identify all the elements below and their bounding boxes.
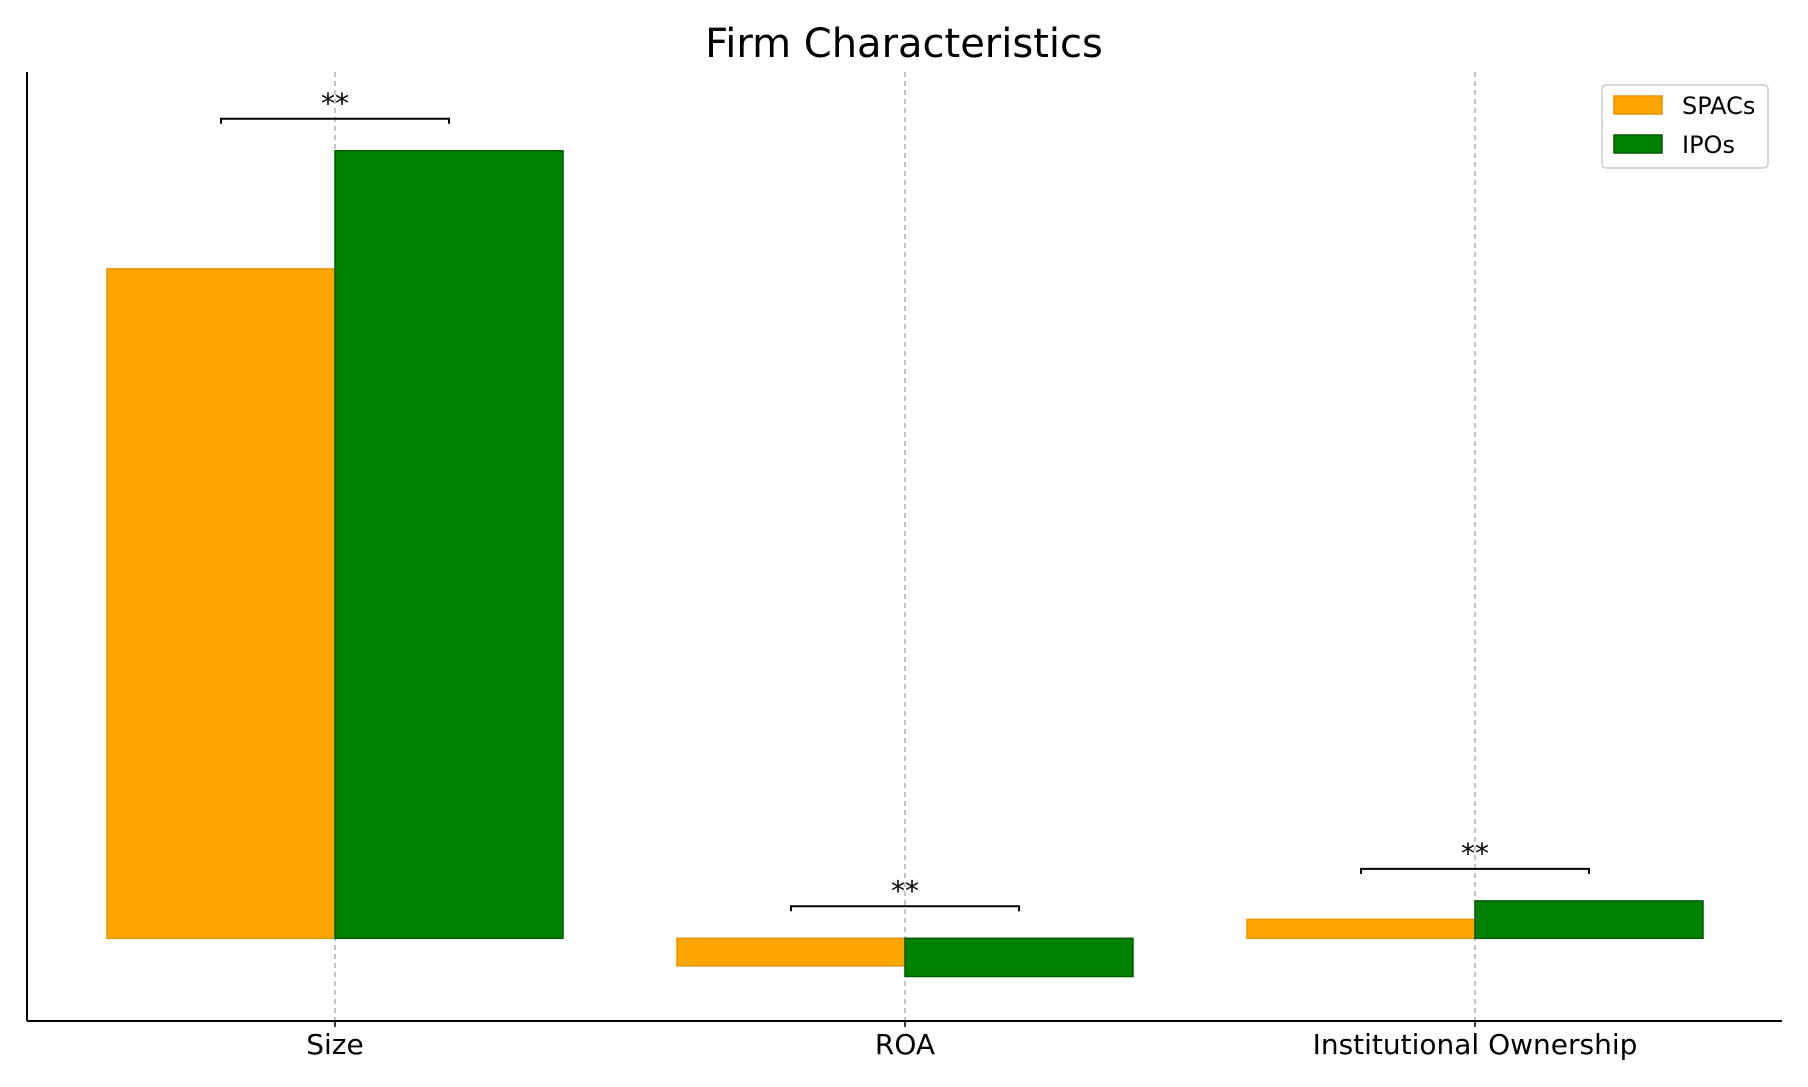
legend-swatch-spacs — [1613, 95, 1663, 115]
x-tick-labels: Size ROA Institutional Ownership — [306, 1021, 1637, 1061]
legend: SPACs IPOs — [1601, 84, 1769, 169]
significance-label-size: ** — [321, 87, 349, 120]
legend-swatch-ipos — [1613, 134, 1663, 154]
significance-bracket-roa — [790, 905, 1020, 912]
bars-group — [106, 150, 1704, 978]
significance-brackets: ** ** ** — [220, 87, 1590, 912]
x-tick-label-size: Size — [306, 1028, 363, 1061]
bar-spacs-roa — [676, 937, 906, 967]
significance-bracket-size — [220, 117, 450, 124]
bar-ipos-size — [334, 150, 564, 940]
significance-bracket-institutional-ownership — [1360, 867, 1590, 874]
significance-label-roa: ** — [891, 874, 919, 907]
bar-ipos-roa — [904, 937, 1134, 978]
bar-spacs-size — [106, 268, 336, 940]
chart-title: Firm Characteristics — [705, 21, 1103, 67]
bar-spacs-institutional-ownership — [1246, 918, 1476, 940]
x-tick-label-roa: ROA — [875, 1028, 935, 1061]
bar-ipos-institutional-ownership — [1474, 900, 1704, 940]
legend-label-ipos: IPOs — [1682, 131, 1735, 159]
legend-label-spacs: SPACs — [1682, 92, 1755, 120]
significance-label-institutional-ownership: ** — [1461, 837, 1489, 870]
x-tick-label-institutional-ownership: Institutional Ownership — [1313, 1028, 1638, 1061]
